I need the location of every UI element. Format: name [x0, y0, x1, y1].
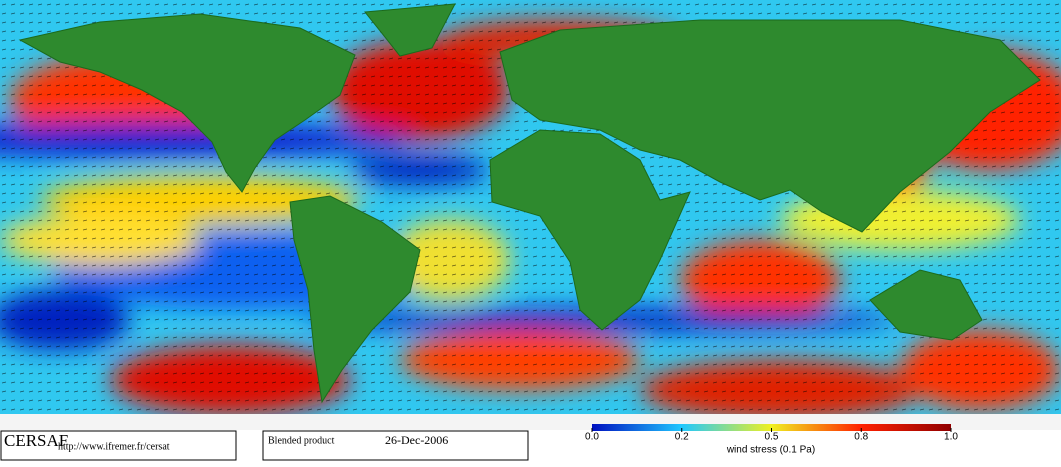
product: Blended product [268, 435, 335, 446]
greenland [364, 3, 456, 57]
africa [489, 129, 691, 331]
logo-box [0, 430, 237, 461]
logo: CERSAF [4, 431, 68, 450]
colorbar-tick-label: 0.2 [675, 432, 689, 443]
url: http://www.ifremer.fr/cersat [58, 441, 170, 452]
date: 26-Dec-2006 [385, 433, 448, 447]
continents [18, 3, 1041, 404]
product-box [262, 430, 529, 461]
colorbar-label: wind stress (0.1 Pa) [726, 445, 815, 456]
north-america [18, 13, 356, 193]
colorbar-tick-label: 1.0 [944, 432, 958, 443]
colorbar [592, 424, 951, 431]
ocean-field [0, 0, 1061, 430]
colorbar-tick-label: 0.8 [854, 432, 868, 443]
colorbar-tick-label: 0.0 [585, 432, 599, 443]
colorbar-tick-label: 0.5 [765, 432, 779, 443]
australia [869, 269, 983, 341]
eurasia [499, 19, 1041, 233]
south-america [289, 195, 421, 404]
